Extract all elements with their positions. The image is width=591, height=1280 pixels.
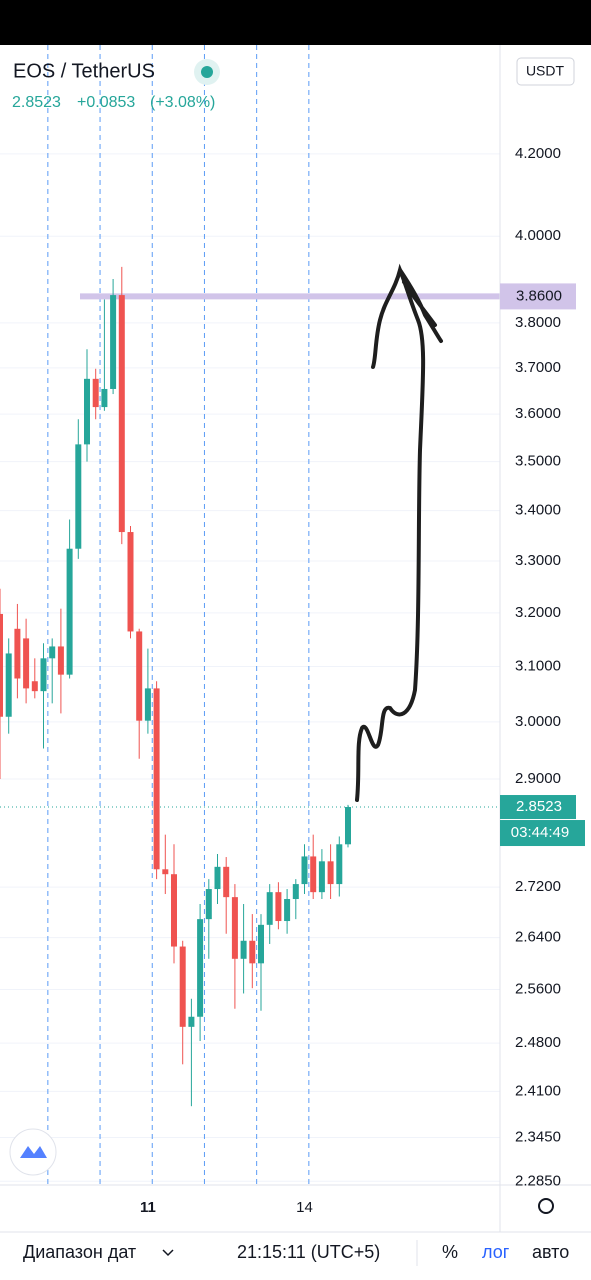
y-tick-label: 2.5600	[515, 980, 561, 997]
candle-body	[266, 892, 273, 925]
y-tick-label: 3.4000	[515, 502, 561, 519]
candle-body	[301, 856, 308, 885]
time: 21:15:11 (UTC+5)	[237, 1242, 380, 1262]
countdown-box	[500, 820, 585, 847]
log-toggle[interactable]: лог	[482, 1242, 510, 1262]
candle-body	[110, 295, 117, 389]
y-tick-label: 3.8000	[515, 314, 561, 331]
candle-body	[249, 940, 256, 964]
candle-body	[75, 444, 82, 549]
price-label: 3.8600	[516, 287, 562, 304]
candle-body	[153, 688, 160, 870]
candle-body	[336, 844, 343, 885]
candle-body	[84, 378, 90, 445]
y-tick-label: 4.0000	[515, 227, 561, 244]
candle-body	[345, 807, 351, 845]
symbol: EOS / TetherUS	[13, 60, 155, 82]
candle-body	[136, 631, 143, 721]
currency[interactable]: USDT	[526, 63, 565, 79]
candle-body	[223, 866, 230, 898]
percent-toggle[interactable]: %	[442, 1242, 458, 1262]
auto-toggle[interactable]: авто	[532, 1242, 569, 1262]
y-tick-label: 2.4800	[515, 1034, 561, 1051]
x-tick-label: 14	[296, 1199, 313, 1216]
candle-body	[171, 874, 177, 947]
candle-body	[31, 681, 38, 692]
candle-body	[292, 884, 299, 900]
candle-body	[118, 295, 125, 533]
y-tick-label: 3.3000	[515, 552, 561, 569]
candle-body	[14, 628, 21, 679]
y-tick-label: 3.0000	[515, 713, 561, 730]
candle-body	[318, 861, 325, 893]
y-tick-label: 3.1000	[515, 657, 561, 674]
y-tick-label: 2.9000	[515, 770, 561, 787]
candle-body	[240, 940, 247, 959]
candle-body	[92, 378, 99, 408]
price-label-box	[500, 283, 576, 310]
date-range[interactable]: Диапазон дат	[23, 1242, 136, 1262]
candle-body	[57, 646, 64, 675]
y-tick-label: 3.2000	[515, 604, 561, 621]
candle-body	[258, 924, 264, 964]
y-tick-label: 4.2000	[515, 145, 561, 162]
y-tick-label: 2.2850	[515, 1172, 561, 1189]
plot	[0, 45, 500, 1185]
last-price-box	[500, 795, 576, 820]
candle-body	[231, 897, 238, 959]
change: +0.0853	[77, 94, 135, 111]
change-pct: (+3.08%)	[150, 94, 215, 111]
candle-body	[5, 653, 12, 717]
status-bar	[0, 0, 591, 45]
y-tick-label: 3.5000	[515, 453, 561, 470]
candle-body	[144, 688, 151, 721]
candle-body	[49, 646, 56, 659]
candle-body	[0, 613, 3, 717]
candle-body	[205, 889, 212, 920]
currency-button[interactable]	[516, 57, 575, 86]
x-tick-label: 11	[140, 1199, 156, 1216]
candle-body	[214, 866, 221, 890]
candle-body	[101, 388, 108, 408]
candle-body	[127, 532, 134, 632]
candle-body	[179, 946, 186, 1027]
last-price-label: 2.8523	[516, 798, 562, 815]
y-tick-label: 3.6000	[515, 405, 561, 422]
y-tick-label: 2.6400	[515, 929, 561, 946]
status-dot	[201, 66, 213, 78]
y-tick-label: 2.3450	[515, 1129, 561, 1146]
candle-body	[310, 856, 317, 893]
candle-body	[188, 1016, 195, 1027]
countdown: 03:44:49	[511, 824, 569, 841]
drawn-arrow	[355, 263, 443, 802]
candle-body	[23, 638, 30, 689]
y-tick-label: 3.7000	[515, 359, 561, 376]
candle-body	[66, 548, 73, 675]
logo-button[interactable]	[9, 1128, 57, 1176]
candle-body	[284, 899, 291, 922]
candle-body	[275, 892, 282, 922]
candle-body	[327, 861, 334, 885]
chevron	[162, 1249, 174, 1257]
y-tick-label: 2.7200	[515, 878, 561, 895]
settings-icon[interactable]	[538, 1198, 554, 1214]
price: 2.8523	[12, 94, 61, 111]
candle-body	[162, 869, 169, 875]
logo-icon	[20, 1146, 47, 1158]
candle-body	[197, 919, 204, 1017]
candle-body	[40, 658, 47, 692]
y-tick-label: 2.4100	[515, 1082, 561, 1099]
